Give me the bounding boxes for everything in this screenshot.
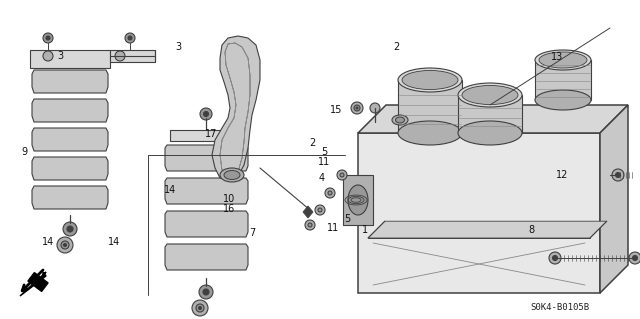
Ellipse shape	[224, 170, 240, 180]
Circle shape	[203, 289, 209, 295]
Circle shape	[196, 304, 204, 312]
Circle shape	[305, 220, 315, 230]
Polygon shape	[398, 80, 462, 133]
Text: 14: 14	[163, 185, 176, 195]
Circle shape	[340, 173, 344, 177]
Text: 9: 9	[21, 146, 28, 157]
Circle shape	[629, 252, 640, 264]
Circle shape	[325, 188, 335, 198]
Ellipse shape	[392, 115, 408, 125]
Polygon shape	[358, 133, 600, 293]
Circle shape	[57, 237, 73, 253]
Text: 7: 7	[250, 228, 256, 238]
Polygon shape	[458, 95, 522, 133]
Circle shape	[552, 256, 557, 261]
Circle shape	[616, 173, 621, 177]
Circle shape	[43, 51, 53, 61]
Circle shape	[198, 307, 202, 309]
Polygon shape	[30, 50, 110, 68]
Text: 11: 11	[318, 157, 331, 167]
Text: 15: 15	[330, 105, 342, 115]
Ellipse shape	[348, 185, 368, 215]
Polygon shape	[20, 272, 46, 296]
Circle shape	[128, 36, 132, 40]
Polygon shape	[212, 36, 260, 178]
Polygon shape	[368, 221, 607, 238]
Circle shape	[115, 51, 125, 61]
Circle shape	[337, 170, 347, 180]
Circle shape	[318, 208, 322, 212]
Text: 14: 14	[108, 237, 120, 248]
Circle shape	[356, 107, 358, 109]
Circle shape	[125, 33, 135, 43]
Text: 4: 4	[319, 173, 325, 183]
Text: 5: 5	[344, 213, 351, 224]
Circle shape	[612, 169, 624, 181]
Text: 2: 2	[309, 138, 316, 148]
Text: 3: 3	[58, 51, 64, 61]
Ellipse shape	[458, 83, 522, 107]
Circle shape	[632, 256, 637, 261]
Circle shape	[46, 36, 50, 40]
Text: 3: 3	[175, 42, 181, 52]
Text: 11: 11	[326, 223, 339, 233]
Circle shape	[61, 241, 69, 249]
Polygon shape	[32, 99, 108, 122]
Circle shape	[199, 285, 213, 299]
Polygon shape	[32, 128, 108, 151]
Circle shape	[549, 252, 561, 264]
Circle shape	[63, 222, 77, 236]
Circle shape	[354, 105, 360, 111]
Circle shape	[43, 33, 53, 43]
Circle shape	[200, 108, 212, 120]
Ellipse shape	[398, 121, 462, 145]
Polygon shape	[32, 70, 108, 93]
Circle shape	[204, 112, 209, 116]
Circle shape	[67, 226, 73, 232]
Ellipse shape	[539, 52, 587, 68]
Ellipse shape	[535, 50, 591, 70]
Circle shape	[308, 223, 312, 227]
Text: 13: 13	[550, 52, 563, 62]
Polygon shape	[600, 105, 628, 293]
Polygon shape	[170, 130, 243, 141]
Circle shape	[351, 102, 363, 114]
Text: 5: 5	[321, 147, 328, 157]
Text: 17: 17	[205, 129, 218, 139]
Polygon shape	[303, 206, 313, 218]
Polygon shape	[165, 211, 248, 237]
Ellipse shape	[220, 168, 244, 182]
Ellipse shape	[396, 117, 404, 123]
Polygon shape	[32, 186, 108, 209]
Ellipse shape	[462, 85, 518, 105]
Text: 10: 10	[223, 194, 236, 204]
Text: 14: 14	[42, 237, 54, 248]
Polygon shape	[165, 244, 248, 270]
Circle shape	[328, 191, 332, 195]
Text: 2: 2	[394, 42, 400, 52]
Circle shape	[370, 103, 380, 113]
Polygon shape	[110, 50, 155, 62]
Text: 16: 16	[223, 204, 236, 214]
Circle shape	[315, 205, 325, 215]
Ellipse shape	[398, 68, 462, 92]
Text: 8: 8	[528, 225, 534, 235]
Polygon shape	[535, 60, 591, 100]
Text: 12: 12	[556, 170, 568, 180]
Text: S0K4-B0105B: S0K4-B0105B	[530, 303, 589, 313]
Text: 1: 1	[362, 225, 368, 235]
Polygon shape	[165, 178, 248, 204]
Ellipse shape	[535, 90, 591, 110]
Polygon shape	[358, 105, 628, 133]
Polygon shape	[32, 157, 108, 180]
Circle shape	[63, 243, 67, 247]
Ellipse shape	[402, 70, 458, 90]
Polygon shape	[165, 145, 248, 171]
Polygon shape	[343, 175, 373, 225]
Ellipse shape	[458, 121, 522, 145]
Text: FR.: FR.	[29, 274, 47, 290]
Circle shape	[192, 300, 208, 316]
